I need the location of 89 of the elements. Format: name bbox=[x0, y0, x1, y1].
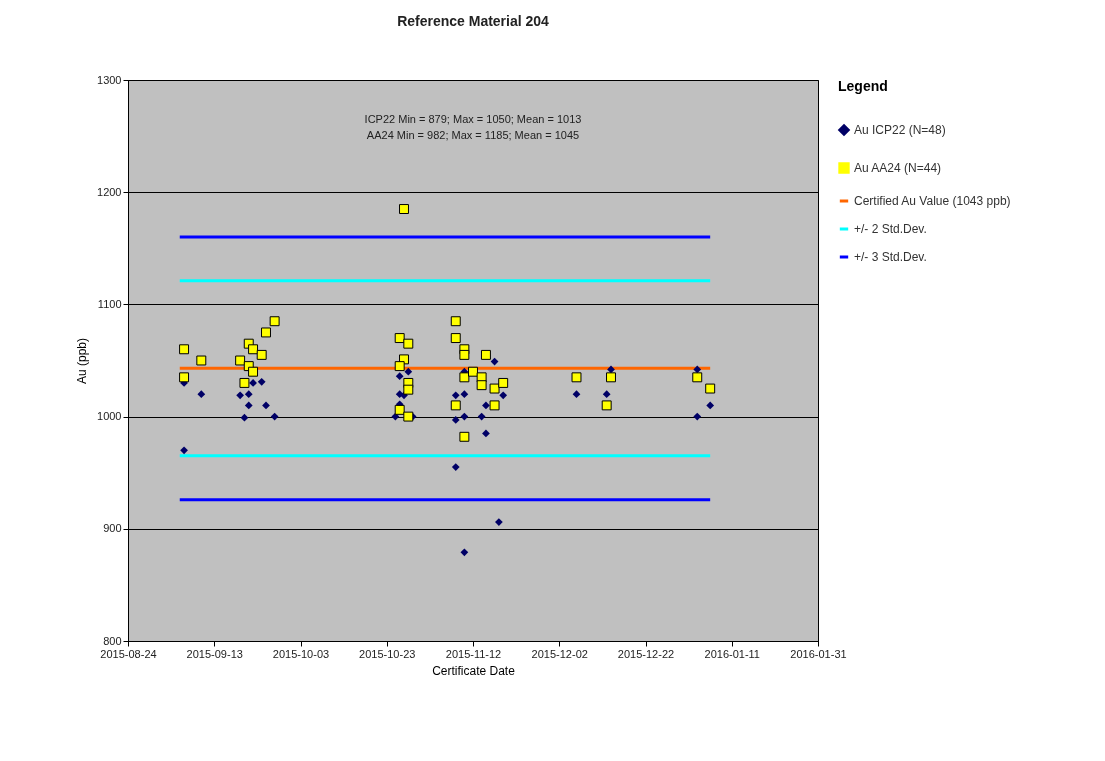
point bbox=[706, 401, 715, 410]
legend-title: Legend bbox=[838, 78, 888, 94]
legend-label: Au AA24 (N=44) bbox=[854, 161, 942, 175]
x-tick-label: 2016-01-31 bbox=[790, 647, 847, 660]
point bbox=[459, 349, 470, 360]
point bbox=[490, 357, 499, 366]
y-tick-label: 1100 bbox=[97, 297, 122, 310]
point bbox=[180, 446, 188, 455]
legend-label: Certified Au Value (1043 ppb) bbox=[854, 194, 1011, 208]
point bbox=[244, 401, 253, 410]
point bbox=[240, 413, 249, 422]
point bbox=[450, 333, 461, 344]
point bbox=[459, 372, 470, 383]
point bbox=[450, 316, 461, 327]
x-axis-title: Certificate Date bbox=[432, 663, 516, 678]
y-tick-label: 800 bbox=[103, 634, 122, 647]
x-tick-label: 2015-12-22 bbox=[617, 647, 675, 660]
point bbox=[705, 383, 716, 394]
point bbox=[489, 400, 500, 411]
point bbox=[399, 204, 409, 214]
point bbox=[693, 365, 702, 374]
x-tick-label: 2015-08-24 bbox=[100, 647, 157, 660]
y-axis-title: Au (ppb) bbox=[75, 337, 90, 385]
point bbox=[403, 338, 414, 349]
point bbox=[235, 355, 246, 366]
x-tick-label: 2015-09-13 bbox=[186, 647, 243, 660]
point bbox=[692, 372, 703, 383]
point bbox=[262, 401, 270, 410]
point bbox=[179, 344, 190, 355]
point bbox=[179, 372, 190, 383]
point bbox=[468, 366, 478, 377]
point bbox=[261, 327, 271, 338]
y-tick-label: 1000 bbox=[97, 410, 122, 423]
point bbox=[394, 404, 405, 415]
point bbox=[482, 429, 490, 438]
point bbox=[476, 380, 487, 391]
point bbox=[477, 412, 486, 421]
point bbox=[601, 400, 612, 411]
point bbox=[270, 412, 279, 421]
point bbox=[480, 349, 491, 360]
x-tick-label: 2015-10-03 bbox=[272, 647, 330, 660]
point bbox=[394, 361, 405, 372]
point bbox=[607, 365, 615, 374]
point bbox=[239, 377, 250, 388]
x-tick-label: 2015-11-12 bbox=[445, 647, 502, 660]
y-tick-label: 1200 bbox=[97, 185, 122, 198]
point bbox=[693, 412, 702, 421]
point bbox=[451, 463, 460, 471]
point bbox=[236, 391, 244, 400]
point bbox=[460, 412, 469, 421]
point bbox=[256, 349, 267, 360]
legend-label: +/- 2 Std.Dev. bbox=[854, 222, 927, 236]
point bbox=[395, 372, 404, 381]
point bbox=[403, 384, 414, 395]
point bbox=[571, 372, 582, 383]
point bbox=[451, 416, 460, 424]
point bbox=[482, 401, 490, 410]
x-tick-label: 2015-12-02 bbox=[531, 647, 588, 660]
x-tick-label: 2015-10-23 bbox=[359, 647, 416, 660]
point bbox=[248, 344, 259, 355]
point bbox=[495, 518, 503, 526]
point bbox=[459, 431, 470, 442]
point bbox=[450, 400, 461, 411]
point bbox=[451, 391, 460, 400]
point bbox=[460, 548, 469, 557]
annotation: ICP22 Min = 879; Max = 1050; Mean = 1013 bbox=[364, 113, 582, 125]
legend-label: +/- 3 Std.Dev. bbox=[854, 250, 927, 264]
annotation: AA24 Min = 982; Max = 1185; Mean = 1045 bbox=[366, 129, 580, 141]
y-tick-label: 1300 bbox=[97, 73, 122, 86]
x-tick-label: 2016-01-11 bbox=[704, 647, 760, 660]
point bbox=[248, 366, 259, 377]
point bbox=[257, 377, 266, 386]
point bbox=[602, 390, 611, 399]
point bbox=[606, 372, 616, 383]
point bbox=[498, 377, 509, 388]
chart-title: Reference Material 204 bbox=[397, 13, 550, 29]
point bbox=[197, 390, 206, 399]
point bbox=[404, 367, 413, 376]
point bbox=[572, 390, 581, 399]
legend-label: Au ICP22 (N=48) bbox=[854, 123, 946, 137]
point bbox=[196, 355, 207, 366]
point bbox=[394, 333, 405, 344]
point bbox=[269, 316, 280, 327]
point bbox=[244, 390, 253, 399]
point bbox=[403, 411, 414, 422]
point bbox=[489, 383, 500, 394]
y-tick-label: 900 bbox=[103, 522, 122, 535]
point bbox=[499, 391, 508, 400]
point bbox=[460, 390, 469, 399]
